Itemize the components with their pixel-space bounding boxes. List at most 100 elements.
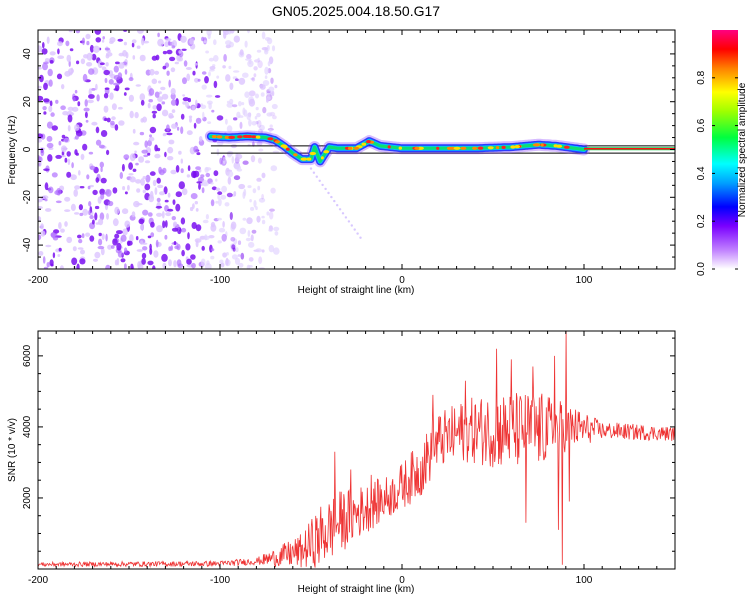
noise-blob [208, 102, 212, 110]
noise-blob [253, 73, 257, 78]
noise-blob [164, 38, 172, 42]
noise-blob [170, 88, 176, 95]
noise-blob [52, 252, 56, 259]
noise-blob [166, 132, 173, 136]
noise-blob [40, 149, 45, 157]
noise-blob [131, 211, 136, 218]
noise-blob [178, 50, 182, 54]
noise-blob [226, 170, 234, 178]
noise-blob [182, 94, 186, 97]
noise-blob [113, 65, 119, 73]
noise-blob [137, 261, 141, 269]
noise-blob [271, 103, 278, 110]
noise-blob [256, 112, 261, 118]
noise-blob [233, 70, 240, 73]
noise-blob [264, 75, 268, 79]
noise-blob [214, 95, 221, 98]
noise-blob [162, 133, 167, 137]
noise-blob [167, 192, 171, 198]
noise-blob [133, 141, 140, 146]
noise-blob [255, 120, 259, 125]
noise-blob [47, 154, 53, 162]
noise-blob [260, 92, 265, 97]
noise-blob [225, 252, 229, 256]
noise-blob [74, 124, 80, 131]
x-tick-label: -100 [210, 275, 230, 286]
noise-blob [269, 124, 273, 128]
noise-blob [114, 124, 119, 131]
noise-blob [158, 80, 162, 84]
y-tick-label: -40 [22, 237, 33, 252]
noise-blob [136, 188, 141, 193]
noise-blob [257, 128, 263, 134]
noise-blob [38, 85, 43, 89]
noise-blob [178, 56, 183, 62]
noise-blob [142, 209, 149, 216]
noise-blob [141, 242, 148, 245]
noise-blob [86, 40, 90, 46]
noise-blob [270, 187, 276, 194]
noise-blob [38, 251, 44, 256]
noise-blob [233, 35, 240, 43]
noise-blob [180, 35, 187, 43]
noise-blob [207, 33, 211, 40]
noise-blob [234, 257, 241, 265]
y-tick-label: 2000 [22, 486, 33, 509]
noise-blob [246, 53, 252, 60]
noise-blob [215, 200, 219, 204]
noise-blob [154, 70, 160, 75]
noise-blob [269, 208, 275, 212]
noise-blob [77, 101, 81, 107]
noise-blob [264, 66, 269, 75]
noise-blob [192, 70, 196, 76]
noise-blob [77, 247, 84, 250]
noise-blob [257, 57, 260, 62]
noise-blob [240, 252, 245, 260]
noise-blob [60, 228, 65, 233]
noise-blob [170, 169, 177, 175]
noise-blob [89, 165, 96, 171]
noise-blob [112, 218, 119, 227]
noise-blob [72, 246, 77, 252]
noise-blob [185, 101, 190, 108]
noise-blob [271, 90, 275, 97]
noise-blob [173, 260, 177, 268]
signal-hotspot [361, 142, 367, 146]
signal-hotspot [293, 153, 298, 157]
noise-blob [65, 40, 70, 47]
noise-blob [183, 60, 188, 67]
noise-blob [87, 99, 94, 104]
noise-blob [204, 76, 209, 84]
noise-blob [103, 92, 109, 99]
noise-blob [238, 77, 246, 85]
noise-blob [256, 141, 263, 147]
noise-blob [272, 115, 277, 120]
noise-blob [170, 93, 176, 100]
noise-blob [89, 184, 94, 188]
noise-blob [141, 149, 148, 154]
noise-blob [206, 30, 212, 36]
noise-blob [86, 174, 90, 180]
noise-blob [149, 134, 152, 138]
noise-blob [211, 186, 217, 191]
noise-blob [117, 250, 123, 258]
noise-blob [206, 260, 210, 266]
noise-blob [203, 40, 208, 44]
x-tick-label: -100 [210, 575, 230, 586]
noise-blob [191, 105, 196, 111]
signal-hotspot [280, 144, 288, 148]
noise-blob [250, 234, 254, 242]
noise-blob [111, 103, 117, 111]
noise-blob [259, 124, 265, 131]
noise-blob [257, 185, 261, 191]
noise-blob [273, 247, 280, 255]
noise-blob [270, 77, 274, 84]
noise-blob [315, 175, 318, 178]
noise-blob [81, 233, 85, 239]
noise-blob [83, 54, 89, 59]
noise-blob [156, 103, 162, 112]
y-tick-label: -20 [22, 190, 33, 205]
noise-blob [124, 220, 131, 228]
noise-blob [92, 189, 98, 196]
noise-blob [170, 67, 176, 73]
